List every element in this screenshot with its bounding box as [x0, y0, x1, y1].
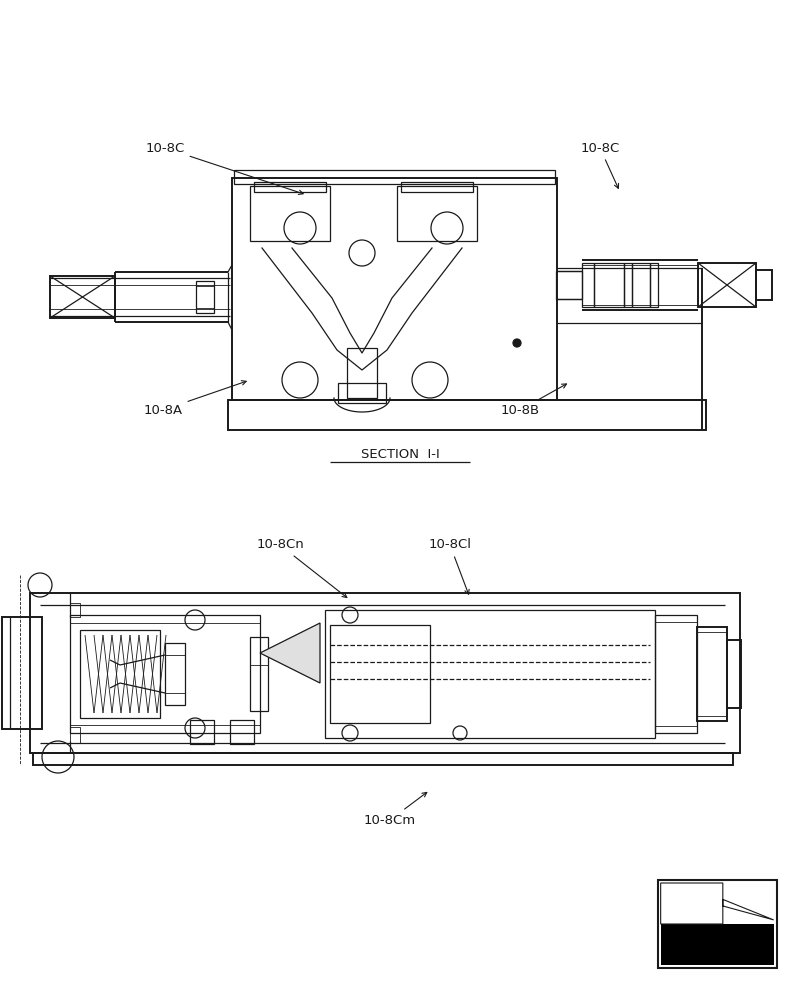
Bar	[196, 281, 214, 313]
Bar	[697, 263, 755, 307]
Bar	[250, 637, 267, 711]
Bar	[654, 622, 696, 726]
Bar	[337, 383, 385, 403]
Bar	[232, 178, 556, 400]
Bar	[631, 263, 649, 307]
Bar	[696, 627, 726, 721]
Bar	[660, 924, 772, 965]
Bar	[654, 615, 696, 733]
Bar	[228, 400, 705, 430]
Polygon shape	[259, 623, 320, 683]
Bar	[190, 720, 214, 744]
Bar	[70, 623, 259, 725]
Bar	[329, 625, 430, 723]
Bar	[254, 182, 325, 192]
Text: 10-8Cm: 10-8Cm	[364, 792, 426, 826]
Text: 10-8Cn: 10-8Cn	[256, 538, 346, 598]
Text: SECTION  I-I: SECTION I-I	[361, 448, 438, 462]
Bar	[70, 615, 259, 733]
Bar	[33, 753, 732, 765]
Bar	[401, 182, 472, 192]
Bar	[165, 643, 185, 705]
Bar	[726, 640, 740, 708]
Bar	[649, 263, 657, 307]
Bar	[696, 632, 726, 716]
Text: 10-8B: 10-8B	[499, 384, 566, 416]
Bar	[70, 727, 80, 743]
Bar	[234, 170, 554, 184]
Bar	[623, 263, 631, 307]
Bar	[657, 880, 776, 968]
Bar	[250, 186, 329, 241]
Bar	[347, 348, 377, 398]
Text: 10-8C: 10-8C	[145, 141, 303, 194]
Text: 10-8C: 10-8C	[580, 141, 619, 188]
Bar	[324, 610, 654, 738]
Bar	[80, 630, 160, 718]
Bar	[581, 263, 593, 307]
Bar	[397, 186, 476, 241]
Bar	[2, 617, 42, 729]
Bar	[593, 263, 623, 307]
Polygon shape	[660, 883, 772, 924]
Bar	[30, 593, 739, 753]
Circle shape	[512, 339, 520, 347]
Bar	[70, 603, 80, 617]
Bar	[556, 271, 581, 299]
Bar	[50, 276, 115, 318]
Text: 10-8Cl: 10-8Cl	[428, 538, 471, 594]
Bar	[755, 270, 771, 300]
Text: 10-8A: 10-8A	[143, 381, 246, 416]
Bar	[230, 720, 254, 744]
